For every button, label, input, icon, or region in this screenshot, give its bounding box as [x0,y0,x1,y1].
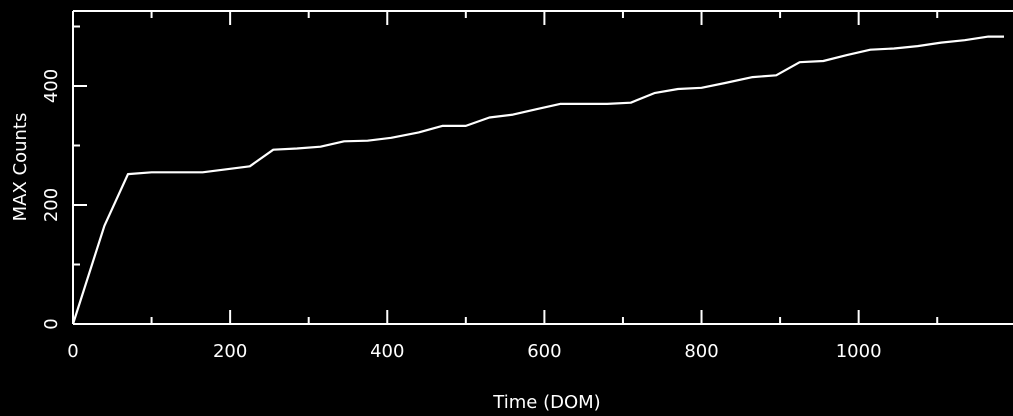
series-line [71,35,1004,325]
x-tick-label: 200 [213,341,247,362]
x-tick-label: 0 [67,341,78,362]
x-tick-label: 600 [527,341,561,362]
y-tick-label: 200 [41,188,62,222]
y-axis-title: MAX Counts [10,113,31,222]
x-axis-title: Time (DOM) [492,392,600,413]
y-tick-label: 0 [41,318,62,329]
x-tick-label: 1000 [836,341,882,362]
x-tick-label: 800 [684,341,718,362]
y-tick-label: 400 [41,69,62,103]
labels: 0 200 400 600 800 1000 0 200 400 [41,69,882,362]
ticks [72,11,939,325]
x-tick-label: 400 [370,341,404,362]
series-layer [71,35,1004,325]
